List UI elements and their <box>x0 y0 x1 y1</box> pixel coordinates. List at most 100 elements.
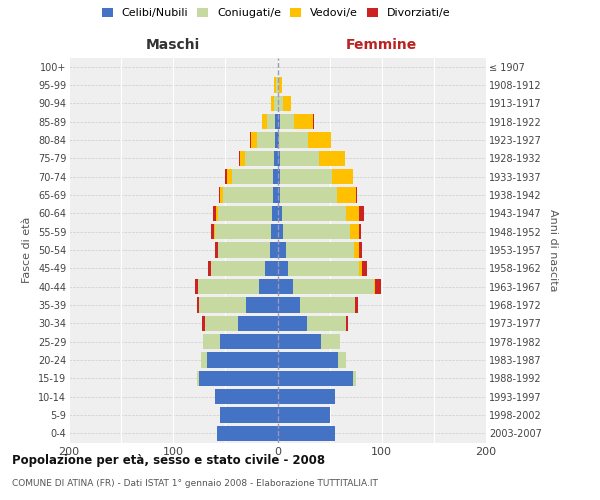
Bar <box>283 96 291 111</box>
Bar <box>288 261 359 276</box>
Bar <box>355 298 358 312</box>
Bar <box>280 188 337 202</box>
Legend: Celibi/Nubili, Coniugati/e, Vedovi/e, Divorziati/e: Celibi/Nubili, Coniugati/e, Vedovi/e, Di… <box>100 6 452 20</box>
Bar <box>245 151 274 166</box>
Bar <box>218 242 270 258</box>
Bar <box>223 188 274 202</box>
Bar <box>277 279 293 294</box>
Bar <box>280 169 332 184</box>
Bar <box>301 298 355 312</box>
Bar <box>274 96 277 111</box>
Bar <box>338 352 346 368</box>
Bar <box>271 96 274 111</box>
Bar <box>271 224 277 239</box>
Bar <box>205 316 238 331</box>
Bar <box>321 334 340 349</box>
Bar <box>277 242 286 258</box>
Bar <box>270 242 277 258</box>
Bar <box>202 316 205 331</box>
Bar <box>214 224 215 239</box>
Bar <box>277 224 283 239</box>
Bar <box>359 224 361 239</box>
Bar <box>374 279 376 294</box>
Bar <box>356 188 357 202</box>
Bar <box>359 261 362 276</box>
Bar <box>265 261 277 276</box>
Bar <box>277 316 307 331</box>
Bar <box>277 132 278 148</box>
Bar <box>277 334 321 349</box>
Bar <box>277 389 335 404</box>
Bar <box>376 279 381 294</box>
Bar <box>277 371 353 386</box>
Bar <box>286 242 353 258</box>
Bar <box>213 206 216 221</box>
Bar <box>280 114 294 129</box>
Bar <box>283 224 350 239</box>
Bar <box>257 132 275 148</box>
Bar <box>277 352 338 368</box>
Bar <box>238 316 277 331</box>
Bar <box>346 316 349 331</box>
Bar <box>197 298 199 312</box>
Bar <box>211 261 265 276</box>
Bar <box>275 132 277 148</box>
Bar <box>293 279 374 294</box>
Bar <box>202 352 206 368</box>
Bar <box>198 279 259 294</box>
Bar <box>227 169 232 184</box>
Bar <box>195 279 198 294</box>
Bar <box>272 206 277 221</box>
Bar <box>208 261 211 276</box>
Bar <box>239 151 240 166</box>
Bar <box>277 151 280 166</box>
Bar <box>319 151 345 166</box>
Text: Maschi: Maschi <box>146 38 200 52</box>
Bar <box>206 352 277 368</box>
Bar <box>277 408 329 422</box>
Y-axis label: Fasce di età: Fasce di età <box>22 217 32 283</box>
Text: Popolazione per età, sesso e stato civile - 2008: Popolazione per età, sesso e stato civil… <box>12 454 325 467</box>
Bar <box>362 261 367 276</box>
Bar <box>226 169 227 184</box>
Text: COMUNE DI ATINA (FR) - Dati ISTAT 1° gennaio 2008 - Elaborazione TUTTITALIA.IT: COMUNE DI ATINA (FR) - Dati ISTAT 1° gen… <box>12 479 378 488</box>
Bar <box>199 298 246 312</box>
Bar <box>277 78 278 92</box>
Bar <box>197 371 199 386</box>
Bar <box>203 334 220 349</box>
Bar <box>353 242 359 258</box>
Bar <box>218 206 272 221</box>
Bar <box>216 206 218 221</box>
Bar <box>346 206 359 221</box>
Bar <box>240 151 245 166</box>
Bar <box>232 169 274 184</box>
Bar <box>277 188 280 202</box>
Bar <box>281 206 346 221</box>
Bar <box>307 316 346 331</box>
Bar <box>246 298 277 312</box>
Bar <box>277 96 283 111</box>
Bar <box>275 114 277 129</box>
Bar <box>277 206 281 221</box>
Bar <box>267 114 275 129</box>
Bar <box>337 188 356 202</box>
Bar <box>220 334 277 349</box>
Bar <box>308 132 331 148</box>
Bar <box>211 224 214 239</box>
Bar <box>199 371 277 386</box>
Bar <box>274 151 277 166</box>
Bar <box>359 242 362 258</box>
Y-axis label: Anni di nascita: Anni di nascita <box>548 209 559 291</box>
Bar <box>274 78 277 92</box>
Bar <box>313 114 314 129</box>
Bar <box>332 169 353 184</box>
Bar <box>217 426 277 441</box>
Bar <box>277 114 280 129</box>
Bar <box>215 389 277 404</box>
Bar <box>359 206 364 221</box>
Bar <box>274 188 277 202</box>
Text: Femmine: Femmine <box>346 38 418 52</box>
Bar <box>278 132 308 148</box>
Bar <box>350 224 359 239</box>
Bar <box>353 371 356 386</box>
